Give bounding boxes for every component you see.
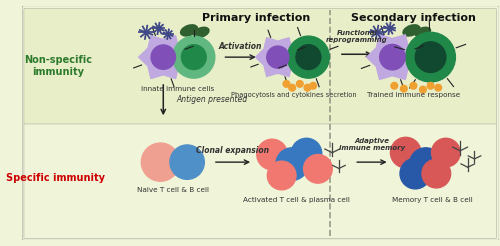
Circle shape bbox=[416, 42, 446, 72]
Circle shape bbox=[400, 158, 430, 189]
Circle shape bbox=[182, 45, 206, 70]
Circle shape bbox=[267, 46, 289, 68]
Circle shape bbox=[406, 32, 456, 82]
Circle shape bbox=[291, 138, 322, 169]
Ellipse shape bbox=[402, 24, 420, 37]
Circle shape bbox=[435, 84, 442, 91]
Circle shape bbox=[304, 154, 332, 183]
Circle shape bbox=[276, 148, 308, 180]
Text: Activation: Activation bbox=[219, 42, 262, 51]
Text: Innate immune cells: Innate immune cells bbox=[141, 86, 214, 92]
Circle shape bbox=[170, 145, 204, 179]
Circle shape bbox=[432, 138, 460, 167]
Circle shape bbox=[173, 36, 215, 78]
Circle shape bbox=[420, 86, 426, 93]
Circle shape bbox=[422, 159, 450, 188]
Text: Specific immunity: Specific immunity bbox=[6, 173, 105, 183]
Circle shape bbox=[304, 84, 311, 91]
Text: Antigen presented: Antigen presented bbox=[176, 95, 248, 104]
Circle shape bbox=[268, 161, 296, 190]
Circle shape bbox=[283, 80, 290, 87]
Text: Phagocytosis and cytokines secretion: Phagocytosis and cytokines secretion bbox=[231, 92, 357, 98]
Circle shape bbox=[151, 45, 176, 69]
Circle shape bbox=[310, 82, 316, 89]
Text: Memory T cell & B cell: Memory T cell & B cell bbox=[392, 197, 473, 202]
Text: Adaptive
immune memory: Adaptive immune memory bbox=[339, 138, 406, 151]
Circle shape bbox=[296, 80, 303, 87]
Ellipse shape bbox=[193, 27, 210, 38]
Circle shape bbox=[257, 139, 288, 170]
Text: Functional
reprogramming: Functional reprogramming bbox=[326, 30, 388, 43]
Circle shape bbox=[380, 44, 405, 70]
Text: Clonal expansion: Clonal expansion bbox=[196, 145, 270, 154]
Ellipse shape bbox=[180, 24, 198, 37]
FancyBboxPatch shape bbox=[24, 8, 496, 125]
Polygon shape bbox=[254, 37, 301, 77]
Circle shape bbox=[289, 84, 296, 91]
Circle shape bbox=[427, 82, 434, 89]
Ellipse shape bbox=[414, 27, 431, 38]
Circle shape bbox=[288, 36, 330, 78]
Circle shape bbox=[410, 148, 442, 180]
Text: Naive T cell & B cell: Naive T cell & B cell bbox=[137, 187, 209, 193]
Text: Primary infection: Primary infection bbox=[202, 13, 310, 23]
FancyBboxPatch shape bbox=[24, 124, 496, 239]
Circle shape bbox=[142, 143, 180, 181]
Circle shape bbox=[391, 82, 398, 89]
Text: Non-specific
immunity: Non-specific immunity bbox=[24, 55, 92, 77]
Text: Activated T cell & plasma cell: Activated T cell & plasma cell bbox=[242, 197, 350, 202]
Circle shape bbox=[400, 85, 407, 92]
Polygon shape bbox=[138, 35, 189, 79]
Circle shape bbox=[410, 82, 416, 89]
Text: Secondary infection: Secondary infection bbox=[351, 13, 476, 23]
FancyBboxPatch shape bbox=[22, 6, 500, 240]
Polygon shape bbox=[366, 34, 419, 80]
Circle shape bbox=[390, 137, 421, 168]
Circle shape bbox=[296, 45, 321, 70]
Text: Trained immune response: Trained immune response bbox=[367, 92, 460, 98]
